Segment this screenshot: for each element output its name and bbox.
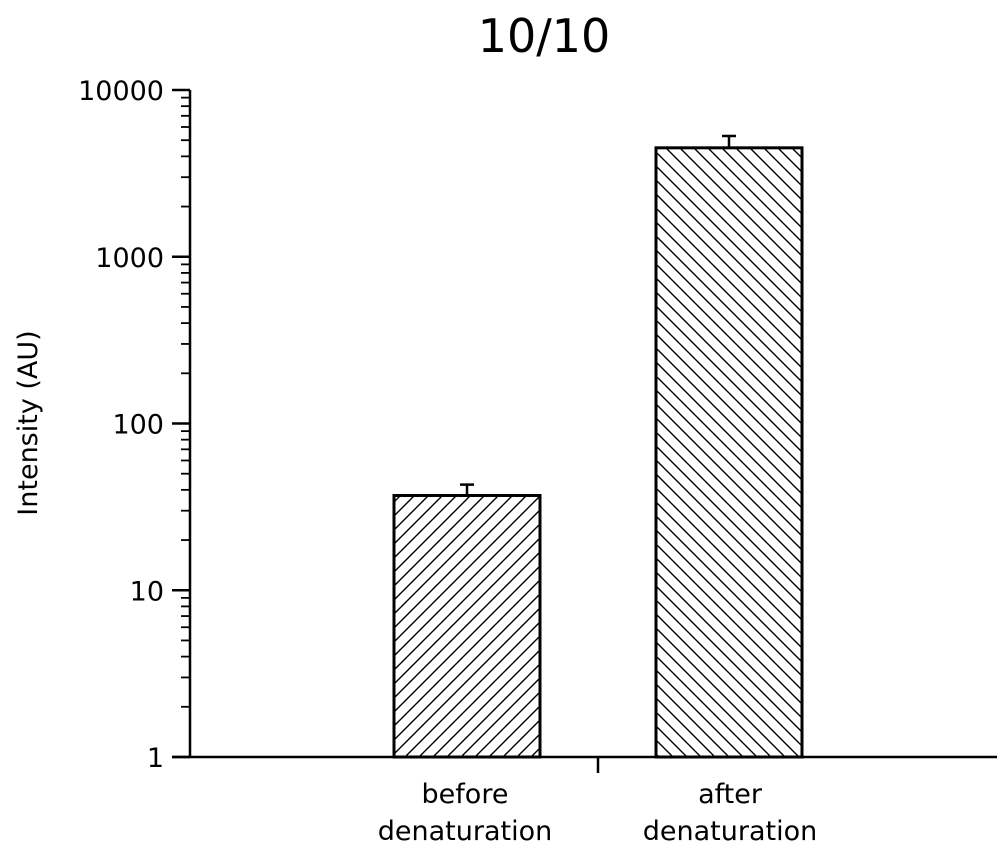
bar-2 — [654, 146, 804, 759]
y-tick-label: 1000 — [95, 243, 164, 274]
y-axis-label: Intensity (AU) — [13, 330, 44, 515]
chart-title: 10/10 — [478, 9, 611, 63]
y-tick-label: 100 — [112, 410, 164, 441]
category-label-line2: denaturation — [378, 816, 552, 847]
y-tick-label: 10 — [130, 576, 164, 607]
category-label-line2: denaturation — [643, 816, 817, 847]
bars — [392, 134, 804, 759]
category-label-line1: before — [422, 779, 509, 810]
x-axis-labels: before denaturation after denaturation — [378, 779, 817, 847]
bar-1 — [392, 494, 542, 759]
y-tick-label: 10000 — [78, 76, 164, 107]
y-axis-ticks: 1 10 100 1000 10000 — [78, 76, 190, 774]
category-label-line1: after — [698, 779, 763, 810]
y-tick-label: 1 — [147, 743, 164, 774]
